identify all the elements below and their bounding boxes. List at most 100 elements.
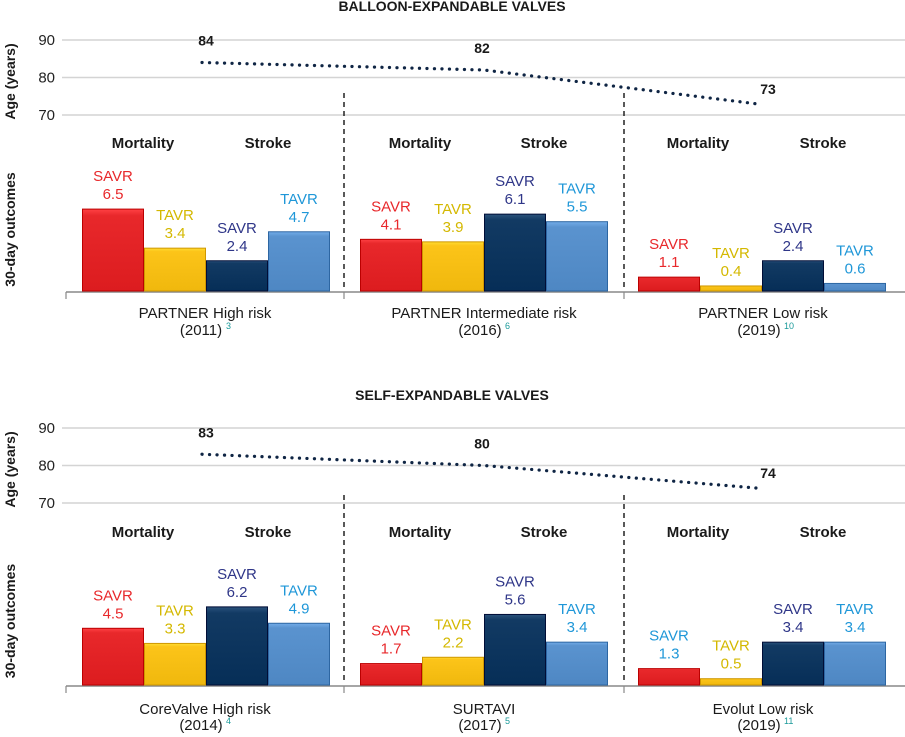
bar-series-label: TAVR (558, 181, 596, 198)
outcome-axis-label: 30-day outcomes (2, 564, 18, 679)
bar-value-label: 5.5 (567, 199, 588, 216)
chart-title: BALLOON-EXPANDABLE VALVES (338, 0, 565, 14)
bar-series-label: TAVR (434, 201, 472, 218)
trial-name-label: PARTNER High risk (139, 305, 272, 322)
bar-series-label: TAVR (712, 245, 750, 262)
age-value-label: 83 (198, 424, 214, 440)
trial-year-label: (2014) (179, 717, 222, 734)
bar-value-label: 6.2 (227, 584, 248, 601)
age-trend-line (200, 452, 758, 490)
age-value-label: 80 (474, 436, 490, 452)
outcome-category-label: Mortality (667, 524, 730, 541)
bar-tavr-stroke (546, 641, 608, 686)
bar-series-label: TAVR (836, 242, 874, 259)
bar-savr-mortality (638, 276, 700, 292)
bar-tavr-mortality (144, 642, 206, 686)
age-tick-label: 80 (38, 70, 55, 87)
age-value-label: 84 (198, 33, 214, 49)
age-axis-label: Age (years) (2, 431, 18, 507)
trial-year-label: (2016) (458, 322, 501, 339)
trial-name-label: CoreValve High risk (139, 701, 271, 718)
bar-value-label: 4.7 (289, 209, 310, 226)
bar-tavr-mortality (422, 656, 484, 686)
bar-series-label: TAVR (280, 582, 318, 599)
bar-savr-mortality (82, 627, 144, 686)
bar-savr-stroke (484, 613, 546, 686)
trial-year-label: (2011) (180, 322, 222, 339)
trial-year-label: (2017) (458, 717, 501, 734)
bar-series-label: SAVR (371, 198, 411, 215)
bar-series-label: SAVR (649, 236, 689, 253)
trial-name-label: PARTNER Low risk (698, 305, 828, 322)
outcome-category-label: Mortality (112, 524, 175, 541)
bar-value-label: 2.2 (443, 634, 464, 651)
bar-value-label: 4.5 (103, 605, 124, 622)
outcome-axis-label: 30-day outcomes (2, 172, 18, 287)
bar-series-label: SAVR (773, 220, 813, 237)
bar-value-label: 2.4 (783, 238, 804, 255)
bar-tavr-stroke (824, 282, 886, 292)
outcome-category-label: Mortality (389, 135, 452, 152)
bar-savr-stroke (206, 606, 268, 686)
bar-tavr-mortality (144, 247, 206, 292)
bar-savr-mortality (360, 238, 422, 292)
age-value-label: 73 (760, 81, 776, 97)
bar-value-label: 4.9 (289, 600, 310, 617)
reference-superscript: 11 (784, 716, 793, 726)
outcome-category-label: Mortality (112, 135, 175, 152)
bar-savr-mortality (82, 208, 144, 292)
bar-tavr-mortality (422, 241, 484, 292)
bar-tavr-stroke (546, 221, 608, 292)
bar-savr-mortality (360, 663, 422, 686)
outcome-category-label: Stroke (800, 524, 847, 541)
bar-series-label: SAVR (495, 573, 535, 590)
age-tick-label: 70 (38, 495, 55, 512)
reference-superscript: 5 (505, 716, 510, 726)
bar-value-label: 3.4 (165, 225, 186, 242)
reference-superscript: 10 (784, 321, 794, 331)
bar-tavr-stroke (268, 231, 330, 292)
bar-value-label: 1.1 (659, 254, 680, 271)
trial-year-label: (2019) (737, 322, 780, 339)
bar-value-label: 1.7 (381, 641, 402, 658)
bar-value-label: 1.3 (659, 646, 680, 663)
bar-tavr-stroke (268, 622, 330, 686)
chart-title: SELF-EXPANDABLE VALVES (355, 387, 549, 403)
bar-value-label: 3.4 (845, 619, 866, 636)
bar-series-label: SAVR (495, 173, 535, 190)
chart-panel-2: SELF-EXPANDABLE VALVES Age (years) 30-day … (2, 387, 905, 734)
bar-value-label: 4.1 (381, 216, 402, 233)
trial-year-label: (2019) (737, 717, 780, 734)
bar-tavr-mortality (700, 678, 762, 686)
bar-series-label: SAVR (649, 628, 689, 645)
outcome-category-label: Stroke (521, 135, 568, 152)
trial-group: Mortality StrokeSAVR4.1TAVR3.9SAVR6.1TAVR… (360, 135, 608, 339)
outcome-category-label: Stroke (800, 135, 847, 152)
bar-series-label: TAVR (280, 191, 318, 208)
bar-savr-stroke (762, 641, 824, 686)
bar-value-label: 6.1 (505, 191, 526, 208)
trial-name-label: Evolut Low risk (713, 701, 814, 718)
age-tick-label: 90 (38, 32, 55, 49)
bar-series-label: TAVR (156, 207, 194, 224)
bar-series-label: TAVR (712, 638, 750, 655)
bar-series-label: TAVR (434, 616, 472, 633)
bar-series-label: SAVR (217, 220, 257, 237)
bar-value-label: 3.4 (783, 619, 804, 636)
bar-value-label: 3.4 (567, 619, 588, 636)
age-trend-line (200, 60, 758, 106)
bar-series-label: SAVR (93, 168, 133, 185)
bar-savr-stroke (484, 213, 546, 292)
trial-group: Mortality StrokeSAVR1.7TAVR2.2SAVR5.6TAVR… (360, 524, 608, 734)
outcome-category-label: Mortality (667, 135, 730, 152)
bar-value-label: 3.3 (165, 620, 186, 637)
bar-savr-mortality (638, 668, 700, 686)
reference-superscript: 3 (226, 321, 231, 331)
reference-superscript: 6 (505, 321, 510, 331)
reference-superscript: 4 (226, 716, 231, 726)
